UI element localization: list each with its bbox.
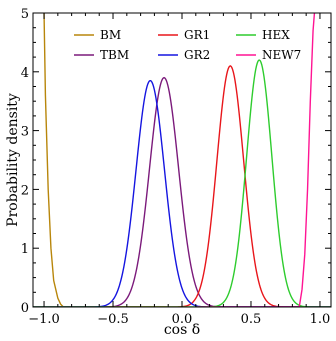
x-axis-label: cos δ bbox=[164, 322, 200, 338]
legend-item-hex: HEX bbox=[236, 28, 290, 42]
legend-label: TBM bbox=[100, 48, 129, 62]
legend-label: NEW7 bbox=[262, 48, 301, 62]
legend-label: HEX bbox=[262, 28, 290, 42]
legend: BM GR1 HEX TBM GR2 NEW7 bbox=[74, 28, 301, 62]
series-line-gr2 bbox=[33, 79, 331, 307]
series-line-tbm bbox=[33, 76, 331, 307]
x-tick-label: 1.0 bbox=[310, 312, 331, 327]
legend-label: GR2 bbox=[184, 48, 210, 62]
series-line-hex bbox=[33, 59, 331, 307]
x-tick-label: −1.0 bbox=[28, 312, 60, 327]
legend-label: BM bbox=[100, 28, 121, 42]
axis-ticks: −1.0 −0.5 0.0 0.5 1.0 0 1 2 3 4 5 bbox=[21, 7, 331, 327]
y-tick-label: 3 bbox=[21, 125, 29, 140]
x-tick-label: 0.0 bbox=[172, 312, 193, 327]
legend-item-gr2: GR2 bbox=[158, 48, 210, 62]
series-line-new7 bbox=[196, 13, 316, 307]
x-tick-label: 0.5 bbox=[241, 312, 262, 327]
y-tick-label: 2 bbox=[21, 183, 29, 198]
series-line-gr1 bbox=[33, 65, 331, 307]
x-tick-label: −0.5 bbox=[97, 312, 129, 327]
legend-item-tbm: TBM bbox=[74, 48, 129, 62]
y-tick-label: 1 bbox=[21, 242, 29, 257]
series-line-bm bbox=[43, 13, 168, 307]
y-axis-label: Probability density bbox=[5, 93, 21, 227]
legend-label: GR1 bbox=[184, 28, 210, 42]
y-tick-label: 5 bbox=[21, 7, 29, 22]
y-tick-label: 0 bbox=[21, 301, 29, 316]
legend-item-new7: NEW7 bbox=[236, 48, 301, 62]
legend-item-gr1: GR1 bbox=[158, 28, 210, 42]
y-tick-label: 4 bbox=[21, 66, 29, 81]
legend-item-bm: BM bbox=[74, 28, 121, 42]
